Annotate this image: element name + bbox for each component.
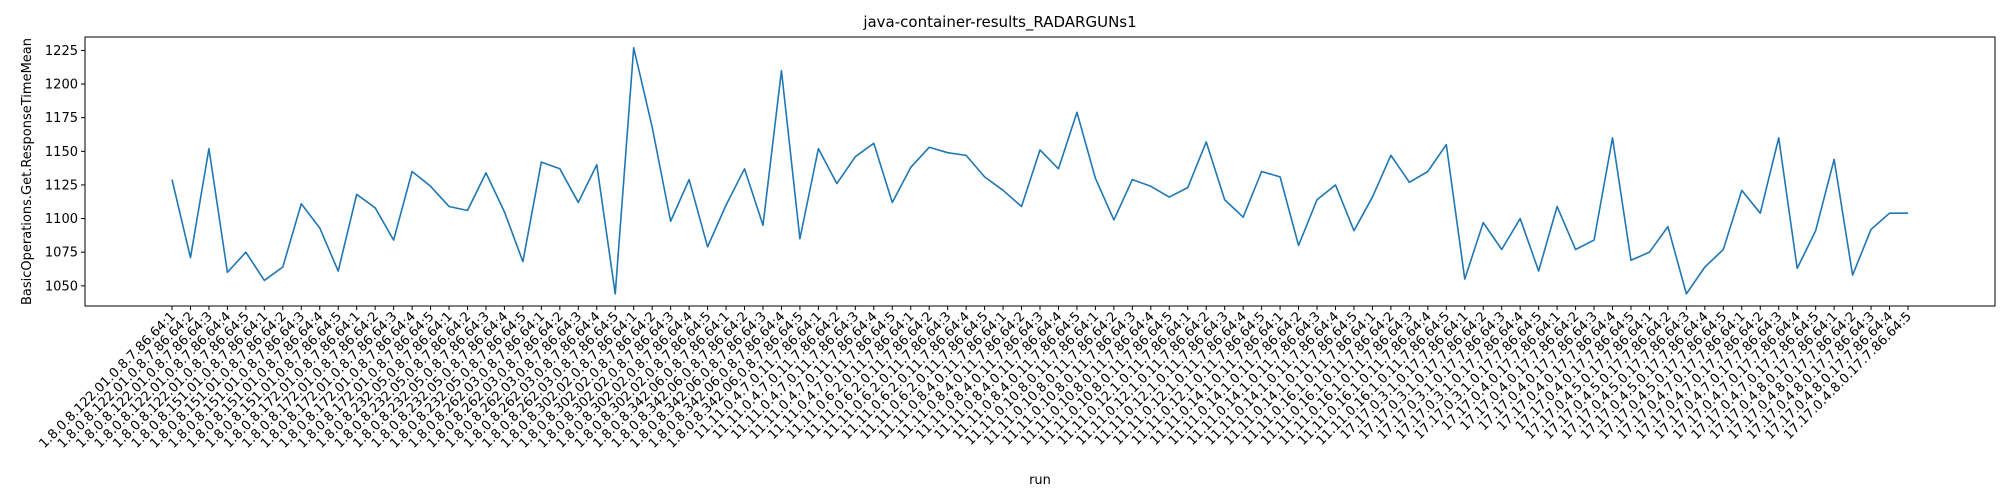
y-tick-label: 1225 xyxy=(45,44,78,59)
series-layer xyxy=(171,46,1909,295)
x-axis-label: run xyxy=(1029,473,1051,488)
y-tick-label: 1175 xyxy=(45,111,78,126)
chart-title: java-container-results_RADARGUNs1 xyxy=(862,13,1136,32)
y-tick-label: 1100 xyxy=(45,212,78,227)
y-tick-label: 1075 xyxy=(45,246,78,261)
y-tick-label: 1150 xyxy=(45,145,78,160)
y-tick-label: 1125 xyxy=(45,178,78,193)
x-axis: 1.8.0.8.122.01.0.8.7.86.64:11.8.0.8.122.… xyxy=(36,306,1915,452)
y-axis: 1050 1075 1100 1125 1150 1175 1200 1225 xyxy=(45,44,85,294)
y-axis-label: BasicOperations.Get.ResponseTimeMean xyxy=(20,38,35,305)
y-tick-label: 1200 xyxy=(45,78,78,93)
y-tick-label: 1050 xyxy=(45,279,78,294)
